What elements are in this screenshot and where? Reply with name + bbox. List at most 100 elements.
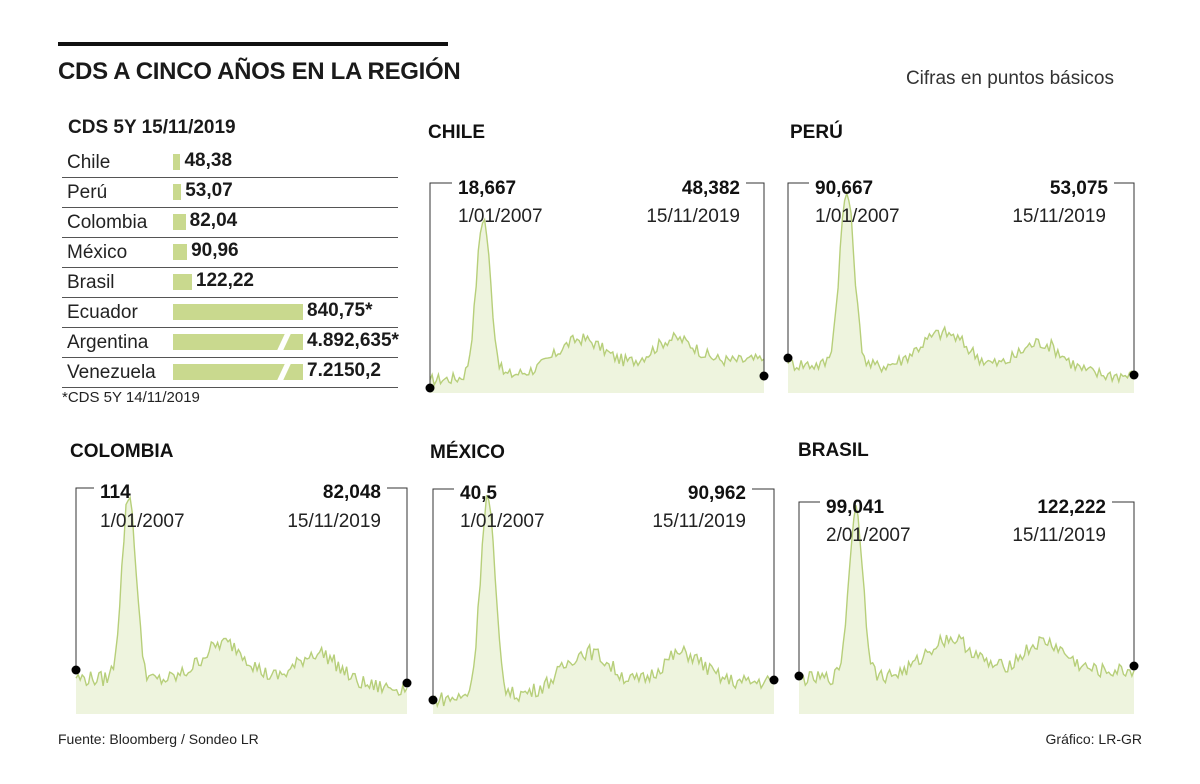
chart-title: BRASIL [798,440,869,461]
end-point [1129,661,1139,671]
bar-chart: Chile 48,38 Perú 53,07 Colombia 82,04 México 90… [62,148,399,388]
start-value: 40,5 [460,483,497,504]
chart-perú: PERÚ 90,667 1/01/2007 53,075 15/11/2019 [783,121,1139,393]
bar-label: Brasil [67,272,115,293]
bar-label: México [67,242,128,263]
bar-value: 840,75* [307,300,373,321]
bar-value: 7.2150,2 [307,360,381,381]
bar-value: 53,07 [185,180,233,201]
bar-venezuela [173,362,303,382]
bar-perú [173,184,182,200]
bar-footnote: *CDS 5Y 14/11/2019 [62,389,200,406]
chart-méxico: MÉXICO 40,5 1/01/2007 90,962 15/11/2019 [428,441,779,714]
chart-title: MÉXICO [430,441,505,463]
bar-row-perú: Perú 53,07 [62,178,398,208]
end-bracket [752,488,775,680]
start-value: 114 [100,482,131,503]
chart-colombia: COLOMBIA 114 1/01/2007 82,048 15/11/2019 [70,441,412,714]
end-date: 15/11/2019 [652,511,746,532]
start-point [428,695,438,705]
start-point [794,671,804,681]
bar-row-colombia: Colombia 82,04 [62,208,398,238]
start-point [783,353,793,363]
end-date: 15/11/2019 [1012,525,1106,546]
end-date: 15/11/2019 [646,206,740,227]
bar-value: 90,96 [191,240,239,261]
series-area [76,497,407,714]
bar-value: 48,38 [184,150,233,171]
start-value: 99,041 [826,497,885,518]
end-point [402,678,412,688]
bar-label: Ecuador [67,302,138,323]
bar-brasil [173,274,192,290]
start-date: 1/01/2007 [458,206,543,227]
bar-label: Venezuela [67,362,156,383]
source-note: Fuente: Bloomberg / Sondeo LR [58,731,259,747]
series-line [432,494,775,709]
bar-row-ecuador: Ecuador 840,75* [62,298,398,328]
title-rule [58,42,448,46]
series-area [433,495,774,714]
start-bracket [75,487,94,670]
graphic-credit: Gráfico: LR-GR [1045,731,1142,747]
chart-title: PERÚ [790,121,843,143]
end-value: 53,075 [1050,178,1109,199]
end-date: 15/11/2019 [1012,206,1106,227]
start-date: 1/01/2007 [460,511,545,532]
start-bracket [429,182,452,388]
bar-row-brasil: Brasil 122,22 [62,268,398,298]
end-point [769,675,779,685]
bar-label: Chile [67,152,111,173]
series-line [787,190,1135,385]
bar-row-chile: Chile 48,38 [62,148,398,178]
bar-label: Colombia [67,212,148,233]
end-value: 48,382 [682,178,740,199]
start-point [71,665,81,675]
chart-chile: CHILE 18,667 1/01/2007 48,382 15/11/2019 [425,122,769,393]
series-area [430,219,764,393]
start-date: 2/01/2007 [826,525,911,546]
end-bracket [1112,501,1135,666]
series-line [75,495,408,696]
end-date: 15/11/2019 [287,511,381,532]
bar-row-méxico: México 90,96 [62,238,398,268]
bar-label: Perú [67,182,108,203]
end-point [759,371,769,381]
end-value: 122,222 [1037,497,1106,518]
end-bracket [1114,182,1135,375]
start-value: 18,667 [458,178,516,199]
bar-value: 82,04 [189,210,238,231]
end-bracket [387,487,408,683]
start-bracket [798,501,820,676]
start-bracket [432,488,454,700]
bar-chile [173,154,181,170]
bar-label: Argentina [67,332,149,353]
page-title: CDS A CINCO AÑOS EN LA REGIÓN [58,58,461,85]
end-bracket [746,182,765,376]
start-value: 90,667 [815,178,873,199]
bar-colombia [173,214,186,230]
series-area [799,505,1134,714]
start-date: 1/01/2007 [815,206,900,227]
end-point [1129,370,1139,380]
start-point [425,383,435,393]
start-bracket [787,182,809,358]
bar-chart-title: CDS 5Y 15/11/2019 [68,117,236,138]
chart-brasil: BRASIL 99,041 2/01/2007 122,222 15/11/2019 [794,440,1139,714]
series-area [788,193,1134,393]
bar-argentina [173,332,303,352]
bar-row-venezuela: Venezuela 7.2150,2 [62,358,398,388]
bar-value: 4.892,635* [307,330,399,351]
bar-row-argentina: Argentina 4.892,635* [62,328,399,358]
end-value: 82,048 [323,482,381,503]
end-value: 90,962 [688,483,746,504]
units-subtitle: Cifras en puntos básicos [905,68,1114,89]
series-line [798,505,1135,687]
bar-value: 122,22 [195,270,255,291]
chart-title: COLOMBIA [70,441,174,462]
bar-méxico [173,244,188,260]
bar-ecuador [173,304,303,320]
chart-title: CHILE [428,122,485,143]
start-date: 1/01/2007 [100,511,185,532]
